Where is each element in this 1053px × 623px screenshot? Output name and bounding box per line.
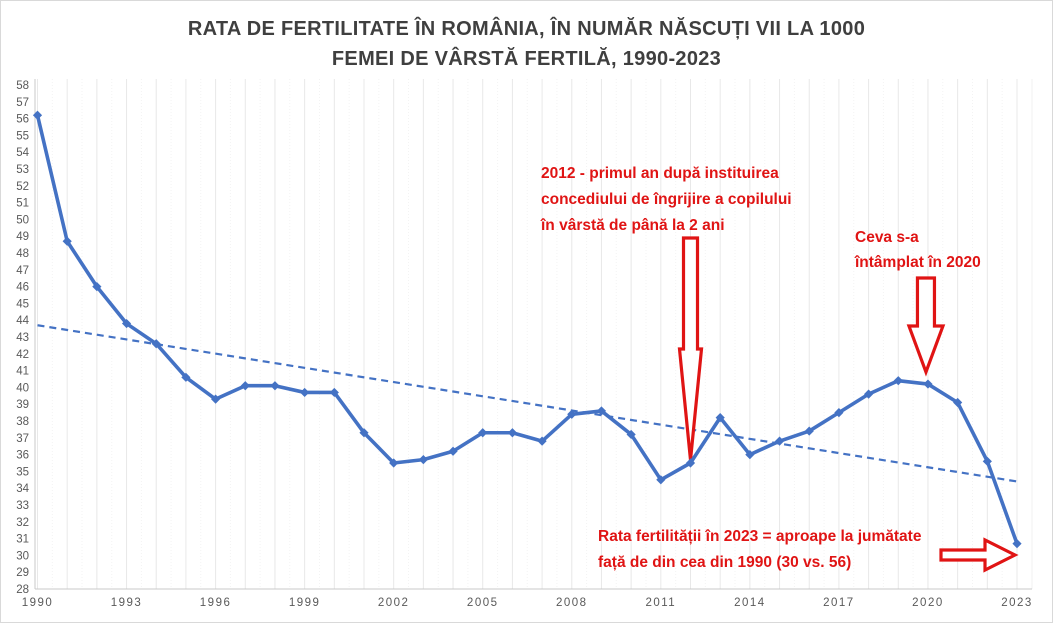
y-tick-label: 39: [16, 399, 29, 411]
y-tick-label: 28: [16, 584, 29, 596]
data-point-marker: [92, 282, 102, 292]
data-point-marker: [270, 381, 280, 391]
data-point-marker: [893, 376, 903, 386]
annotation-2012-line3: în vârstă de până la 2 ani: [541, 217, 725, 234]
data-point-marker: [626, 429, 636, 440]
y-tick-label: 41: [16, 366, 29, 378]
data-point-marker: [953, 397, 963, 408]
data-point-marker: [62, 236, 72, 246]
y-tick-label: 36: [16, 450, 29, 462]
x-tick-label: 2020: [912, 597, 944, 609]
data-point-marker: [774, 436, 785, 446]
data-point-marker: [32, 110, 43, 120]
annotation-2012-line2: concediului de îngrijire a copilului: [541, 191, 792, 208]
data-point-marker: [329, 387, 339, 398]
data-point-marker: [448, 446, 458, 456]
data-point-marker: [982, 456, 992, 466]
x-tick-label: 2008: [556, 597, 588, 609]
y-tick-label: 29: [16, 567, 29, 579]
annotation-2012-line1: 2012 - primul an după instituirea: [541, 165, 779, 182]
y-tick-label: 33: [16, 500, 29, 512]
y-tick-label: 51: [16, 198, 29, 210]
y-tick-label: 48: [16, 248, 29, 260]
data-point-marker: [507, 428, 518, 438]
y-tick-label: 47: [16, 265, 29, 277]
data-point-marker: [804, 426, 814, 436]
annotation-2020: Ceva s-a întâmplat în 2020: [855, 225, 981, 275]
annotation-2020-line1: Ceva s-a: [855, 229, 919, 246]
data-point-marker: [151, 339, 161, 349]
y-tick-label: 37: [16, 433, 29, 445]
data-point-marker: [478, 428, 488, 438]
right-arrow-2023: [939, 537, 1019, 573]
y-tick-label: 38: [16, 416, 29, 428]
y-tick-label: 57: [16, 97, 29, 109]
annotation-2020-line2: întâmplat în 2020: [855, 254, 981, 271]
annotation-2012: 2012 - primul an după instituirea conced…: [541, 161, 792, 239]
data-point-marker: [537, 436, 547, 446]
x-tick-label: 2017: [823, 597, 855, 609]
x-tick-label: 2014: [734, 597, 766, 609]
y-tick-label: 46: [16, 282, 29, 294]
x-tick-label: 2011: [645, 597, 676, 609]
y-tick-label: 52: [16, 181, 29, 193]
y-tick-label: 49: [16, 231, 29, 243]
annotation-2023: Rata fertilității în 2023 = aproape la j…: [598, 524, 921, 576]
down-arrow-2012: [677, 236, 704, 461]
chart-title-line2: FEMEI DE VÂRSTĂ FERTILĂ, 1990-2023: [331, 48, 722, 70]
y-tick-label: 43: [16, 332, 29, 344]
x-tick-label: 2023: [1001, 597, 1033, 609]
data-point-marker: [685, 458, 696, 468]
data-point-marker: [240, 381, 250, 391]
annotation-2023-line2: față de din cea din 1990 (30 vs. 56): [598, 554, 852, 571]
y-tick-label: 42: [16, 349, 29, 361]
y-tick-label: 31: [16, 534, 29, 546]
x-tick-label: 1996: [200, 597, 232, 609]
y-tick-label: 55: [16, 130, 29, 142]
fertility-line: [35, 113, 1019, 546]
y-tick-label: 53: [16, 164, 29, 176]
data-point-marker: [923, 379, 933, 389]
data-point-marker: [596, 406, 607, 416]
data-point-marker: [567, 409, 577, 419]
y-tick-label: 34: [16, 483, 29, 495]
data-point-marker: [181, 372, 191, 382]
y-tick-label: 56: [16, 114, 29, 126]
data-point-marker: [715, 413, 725, 423]
x-tick-label: 1999: [289, 597, 321, 609]
y-tick-label: 40: [16, 382, 29, 394]
y-tick-label: 32: [16, 517, 29, 529]
y-tick-label: 45: [16, 298, 29, 310]
y-tick-label: 44: [16, 315, 29, 327]
y-tick-label: 58: [16, 80, 29, 92]
chart-title: RATA DE FERTILITATE ÎN ROMÂNIA, ÎN NUMĂR…: [1, 14, 1052, 74]
data-point-marker: [389, 458, 399, 468]
down-arrow-2020: [906, 276, 946, 377]
x-tick-label: 2002: [378, 597, 410, 609]
data-point-marker: [745, 450, 755, 460]
data-point-marker: [418, 455, 428, 465]
data-point-marker: [121, 318, 132, 329]
data-point-marker: [834, 408, 844, 418]
x-tick-label: 2005: [467, 597, 499, 609]
data-point-marker: [359, 428, 369, 438]
x-tick-label: 1990: [22, 597, 54, 609]
y-tick-label: 30: [16, 550, 29, 562]
data-point-marker: [300, 387, 310, 398]
y-tick-label: 54: [16, 147, 29, 159]
data-point-marker: [210, 394, 221, 404]
data-point-marker: [1012, 539, 1022, 549]
data-point-marker: [656, 475, 666, 485]
x-tick-label: 1993: [111, 597, 143, 609]
y-tick-label: 50: [16, 214, 29, 226]
data-point-marker: [863, 389, 874, 399]
chart-title-line1: RATA DE FERTILITATE ÎN ROMÂNIA, ÎN NUMĂR…: [187, 18, 866, 40]
trendline: [37, 324, 1018, 483]
annotation-2023-line1: Rata fertilității în 2023 = aproape la j…: [598, 528, 922, 545]
y-tick-label: 35: [16, 466, 29, 478]
